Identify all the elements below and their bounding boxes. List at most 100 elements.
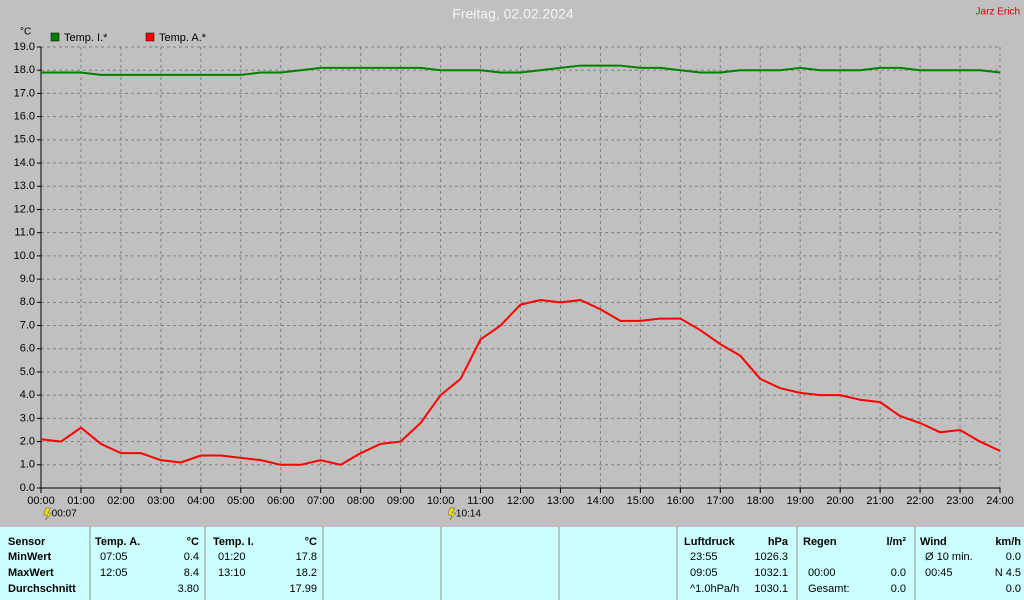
stat-time: 00:45: [925, 567, 953, 579]
group-unit: l/m²: [886, 536, 906, 548]
y-tick-label: 14.0: [14, 157, 35, 169]
row-label: Sensor: [8, 536, 46, 548]
stat-value: 1026.3: [754, 551, 788, 563]
series-line: [41, 64, 1001, 76]
stats-panel: [0, 527, 1024, 600]
x-tick-label: 09:00: [387, 495, 415, 507]
stat-time: 13:10: [218, 567, 246, 579]
x-tick-label: 05:00: [227, 495, 255, 507]
y-tick-label: 8.0: [20, 296, 35, 308]
stat-time: 12:05: [100, 567, 128, 579]
y-tick-label: 18.0: [14, 64, 35, 76]
stat-time: 00:00: [808, 567, 836, 579]
annotation-icon: [447, 507, 457, 521]
x-tick-label: 19:00: [786, 495, 814, 507]
x-tick-label: 00:00: [27, 495, 55, 507]
legend-swatch: [50, 32, 60, 42]
stat-value: 18.2: [296, 567, 317, 579]
x-tick-label: 13:00: [547, 495, 575, 507]
group-header: Temp. A.: [95, 536, 140, 548]
y-tick-label: 11.0: [14, 227, 35, 239]
y-tick-label: 19.0: [14, 41, 35, 53]
annotation-label: 10:14: [456, 509, 481, 520]
x-tick-label: 20:00: [826, 495, 854, 507]
author: Jarz Erich: [976, 7, 1020, 18]
stat-value: 17.8: [296, 551, 317, 563]
y-tick-label: 13.0: [14, 180, 35, 192]
stat-time: Gesamt:: [808, 583, 850, 595]
group-unit: °C: [187, 536, 199, 548]
x-tick-label: 16:00: [667, 495, 695, 507]
legend-label: Temp. I.*: [64, 32, 108, 44]
stat-value: 1030.1: [754, 583, 788, 595]
x-tick-label: 10:00: [427, 495, 455, 507]
annotation-label: 00:07: [52, 509, 77, 520]
row-label: Durchschnitt: [8, 583, 76, 595]
x-tick-label: 24:00: [986, 495, 1014, 507]
stat-value: 1032.1: [754, 567, 788, 579]
x-tick-label: 22:00: [906, 495, 934, 507]
y-tick-label: 4.0: [20, 389, 35, 401]
stat-value: N 4.5: [995, 567, 1021, 579]
x-tick-label: 23:00: [946, 495, 974, 507]
y-tick-label: 5.0: [20, 366, 35, 378]
x-tick-label: 14:00: [587, 495, 615, 507]
y-tick-label: 10.0: [14, 250, 35, 262]
stat-time: 09:05: [690, 567, 718, 579]
chart-title: Freitag, 02.02.2024: [452, 6, 574, 22]
y-tick-label: 12.0: [14, 203, 35, 215]
group-header: Wind: [920, 536, 947, 548]
row-label: MinWert: [8, 551, 52, 563]
stat-value: 0.0: [1006, 583, 1021, 595]
legend-label: Temp. A.*: [159, 32, 207, 44]
x-tick-label: 18:00: [746, 495, 774, 507]
row-label: MaxWert: [8, 567, 54, 579]
group-header: Luftdruck: [684, 536, 736, 548]
stat-value: 0.0: [891, 583, 906, 595]
stat-time: 07:05: [100, 551, 128, 563]
y-tick-label: 3.0: [20, 412, 35, 424]
y-tick-label: 0.0: [20, 482, 35, 494]
x-tick-label: 08:00: [347, 495, 375, 507]
y-tick-label: 17.0: [14, 87, 35, 99]
x-tick-label: 04:00: [187, 495, 215, 507]
annotation-icon: [43, 507, 53, 521]
x-tick-label: 03:00: [147, 495, 175, 507]
y-tick-label: 15.0: [14, 134, 35, 146]
stat-value: 0.4: [184, 551, 199, 563]
group-unit: km/h: [995, 536, 1021, 548]
x-tick-label: 12:00: [507, 495, 535, 507]
y-tick-label: 7.0: [20, 319, 35, 331]
stat-time: 01:20: [218, 551, 246, 563]
x-tick-label: 01:00: [67, 495, 95, 507]
x-tick-label: 02:00: [107, 495, 135, 507]
y-tick-label: 9.0: [20, 273, 35, 285]
x-tick-label: 15:00: [627, 495, 655, 507]
stat-value: 8.4: [184, 567, 199, 579]
y-tick-label: 6.0: [20, 343, 35, 355]
x-tick-label: 11:00: [467, 495, 494, 507]
legend-swatch: [145, 32, 155, 42]
stat-time: 23:55: [690, 551, 718, 563]
y-tick-label: 2.0: [20, 435, 35, 447]
y-axis-label: °C: [20, 27, 31, 38]
stat-value: 0.0: [1006, 551, 1021, 563]
series-line: [40, 298, 1001, 466]
x-tick-label: 07:00: [307, 495, 335, 507]
x-tick-label: 06:00: [267, 495, 295, 507]
x-tick-label: 21:00: [866, 495, 894, 507]
stat-value: 17.99: [289, 583, 317, 595]
group-header: Temp. I.: [213, 536, 254, 548]
group-unit: hPa: [768, 536, 789, 548]
y-tick-label: 1.0: [20, 459, 35, 471]
stat-time: Ø 10 min.: [925, 551, 973, 563]
stat-time: ^1.0hPa/h: [690, 583, 739, 595]
x-tick-label: 17:00: [707, 495, 735, 507]
stat-value: 3.80: [178, 583, 199, 595]
stat-value: 0.0: [891, 567, 906, 579]
group-header: Regen: [803, 536, 837, 548]
y-tick-label: 16.0: [14, 111, 35, 123]
